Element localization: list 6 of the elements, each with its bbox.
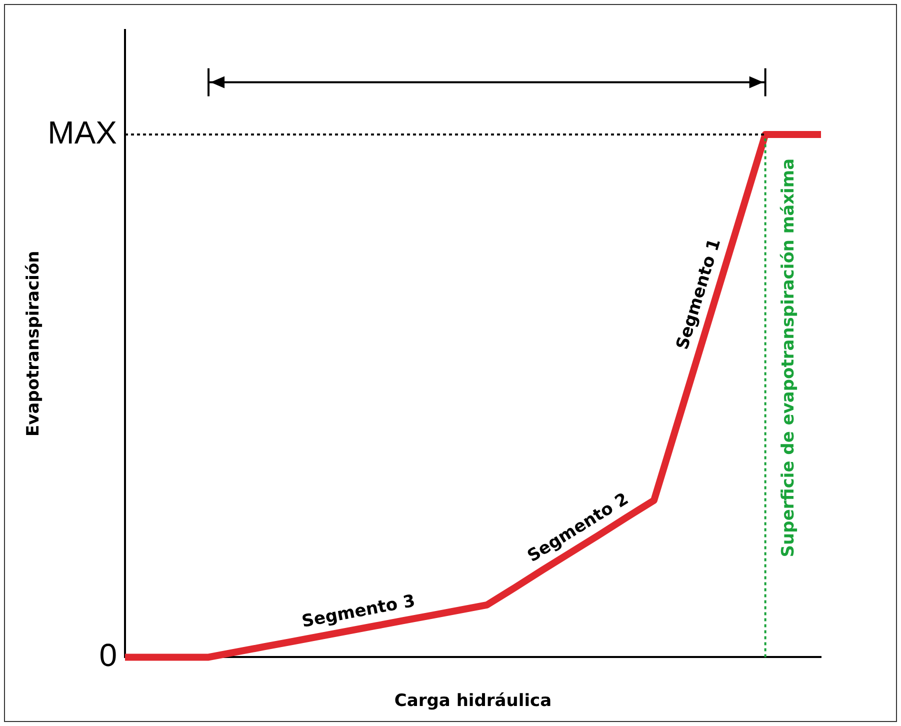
text: Superficie de evapotranspiración máxima: [778, 158, 799, 558]
text: 0: [99, 637, 117, 674]
text: MAX: [48, 114, 117, 150]
x-axis-title: Carga hidráulica: [394, 691, 552, 712]
y-axis-title: Evapotranspiración: [24, 250, 44, 436]
annotation: Segmento 3: [300, 591, 417, 632]
